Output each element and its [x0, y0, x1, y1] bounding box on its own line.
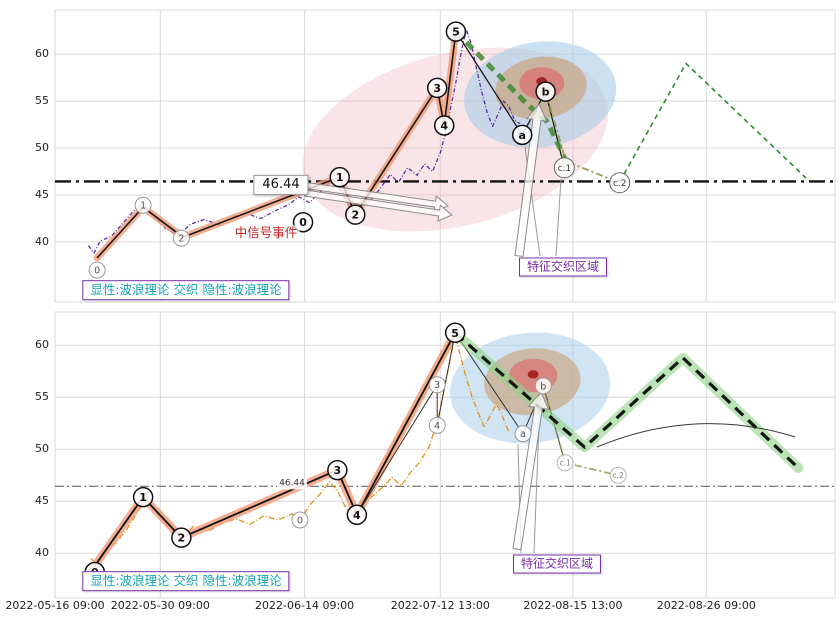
wave-label-5: 5: [452, 26, 460, 39]
y-tick-label: 50: [35, 442, 49, 456]
series-price-history-orange: [90, 334, 510, 566]
wave-label-circle-5: [445, 21, 467, 42]
y-tick-label: 50: [35, 141, 49, 155]
wave-label-circle-b: [534, 377, 552, 395]
wave-label-circle-0: [88, 261, 106, 279]
y-tick-label: 55: [35, 390, 49, 404]
leader-line: [555, 178, 562, 257]
x-tick-label: 2022-05-30 09:00: [110, 599, 210, 613]
wave-label-circle-b: [535, 81, 556, 102]
wave-label-3: 3: [433, 82, 441, 95]
wave-label-circle-4: [346, 504, 368, 526]
price-level-label-small: 46.44: [277, 478, 307, 490]
wave-label-circle-2: [172, 229, 190, 247]
wave-label-3: 3: [434, 380, 440, 391]
wave-label-2: 2: [178, 234, 184, 245]
zone-core: [527, 370, 539, 379]
wave-label-b: b: [542, 86, 550, 99]
y-tick-label: 40: [35, 235, 49, 249]
wave-label-4: 4: [434, 421, 440, 432]
wave-label-circle-3: [327, 459, 348, 481]
x-tick-label: 2022-08-26 09:00: [656, 599, 756, 613]
wave-label-circle-5: [444, 322, 466, 344]
wave-label-circle-4: [428, 416, 446, 434]
wave-label-c.2: c.2: [613, 179, 627, 189]
wave-label-1: 1: [140, 201, 146, 212]
y-tick-label: 40: [35, 546, 49, 560]
wave-label-1: 1: [139, 491, 147, 504]
wave-label-circle-0: [291, 511, 309, 529]
wave-label-circle-c.1: [556, 454, 574, 472]
series-forecast-black-dash-green: [454, 331, 800, 470]
wave-label-circle-2: [171, 527, 192, 548]
wave-label-5: 5: [451, 327, 459, 340]
y-tick-label: 45: [35, 188, 49, 202]
x-tick-label: 2022-08-15 13:00: [523, 599, 623, 613]
wave-label-4: 4: [353, 509, 361, 522]
wave-label-a: a: [520, 429, 526, 440]
series-forecast-green-projection: [619, 62, 807, 183]
y-tick-label: 60: [35, 47, 49, 61]
wave-theory-legend-top: 显性:波浪理论 交织 隐性:波浪理论: [82, 280, 290, 300]
x-tick-label: 2022-07-12 13:00: [390, 599, 490, 613]
wave-label-circle-2: [345, 204, 366, 225]
wave-label-circle-1: [329, 166, 350, 188]
wave-label-2: 2: [351, 209, 359, 222]
callout-arrow: [302, 181, 449, 213]
wave-label-c.2: c.2: [613, 471, 625, 480]
callout-arrow: [512, 391, 550, 551]
annotation-curve: [596, 423, 796, 448]
wave-label-0: 0: [94, 265, 100, 276]
series-wave-sub-thin: [356, 332, 456, 516]
wave-label-circle-a: [511, 124, 533, 146]
wave-label-0: 0: [297, 515, 303, 526]
y-tick-label: 60: [35, 338, 49, 352]
series-forecast-green-thick: [454, 29, 573, 170]
wave-label-c.1: c.1: [558, 164, 572, 174]
series-wave-main: [94, 332, 456, 567]
wave-label-0: 0: [299, 216, 307, 229]
wave-label-circle-c.2: [609, 172, 631, 194]
wave-label-b: b: [540, 381, 546, 392]
wave-label-circle-3: [428, 376, 446, 394]
price-level-label: 46.44: [253, 174, 309, 196]
wave-label-2: 2: [178, 532, 186, 545]
wave-label-circle-c.2: [609, 466, 627, 484]
callout-arrow: [514, 103, 548, 258]
wave-label-a: a: [519, 129, 526, 142]
feature-zone-label-top: 特征交织区域: [518, 257, 608, 277]
y-tick-label: 45: [35, 494, 49, 508]
wave-label-circle-4: [433, 115, 455, 136]
callout-arrow: [304, 189, 453, 222]
x-tick-label: 2022-06-14 09:00: [255, 599, 355, 613]
wave-label-circle-3: [426, 77, 448, 99]
wave-label-circle-1: [134, 196, 152, 214]
wave-label-3: 3: [334, 464, 342, 477]
feature-zone-label-bottom: 特征交织区域: [512, 554, 602, 574]
series-forecast-olive-dashdot: [544, 91, 621, 184]
y-tick-label: 55: [35, 94, 49, 108]
wave-label-1: 1: [336, 171, 344, 184]
wave-label-circle-1: [132, 486, 154, 508]
x-tick-label: 2022-05-16 09:00: [5, 599, 105, 613]
wave-label-4: 4: [440, 119, 448, 132]
wave-label-circle-c.1: [553, 157, 575, 179]
wave-label-c.1: c.1: [559, 459, 571, 468]
wave-label-circle-a: [514, 425, 532, 443]
signal-event-label: 中信号事件: [232, 225, 300, 241]
wave-theory-legend-bottom: 显性:波浪理论 交织 隐性:波浪理论: [82, 571, 290, 591]
